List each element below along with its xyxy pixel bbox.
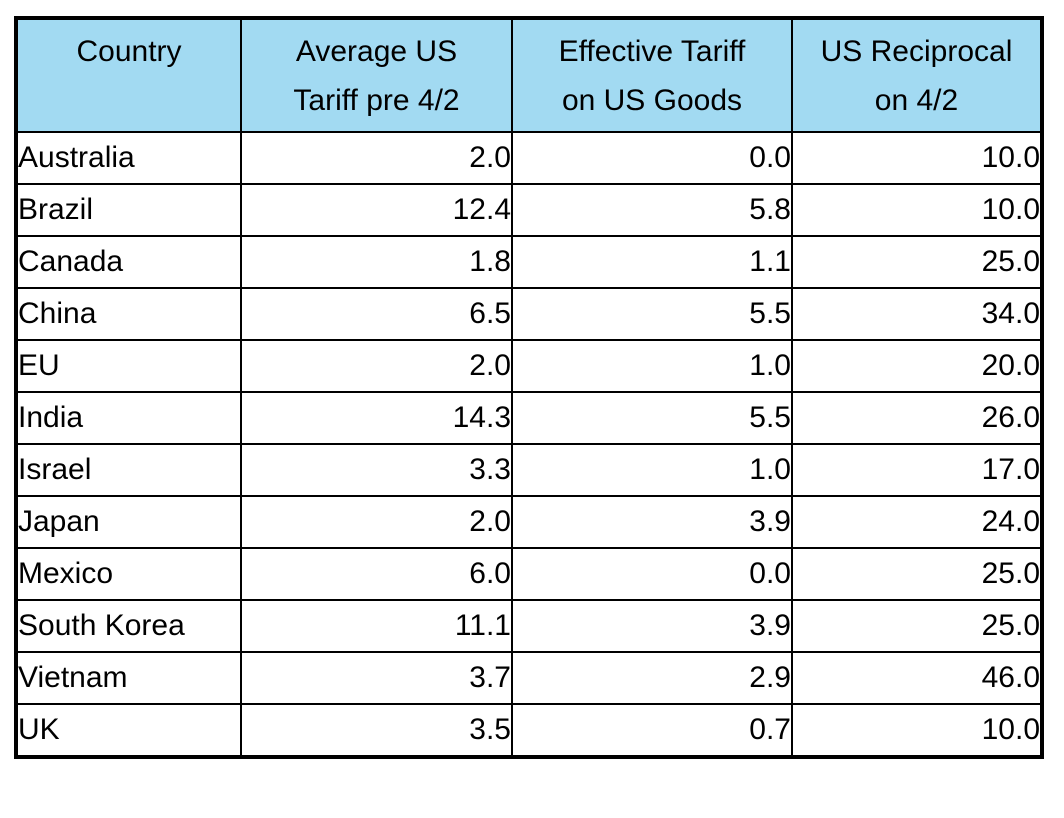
table-row: India 14.3 5.5 26.0 — [15, 391, 1043, 445]
table-row: China 6.5 5.5 34.0 — [15, 287, 1043, 341]
country-cell: Australia — [15, 131, 242, 185]
header-pre-line1: Average US — [295, 34, 458, 68]
pre-tariff-cell: 2.0 — [240, 131, 513, 185]
pre-tariff-cell: 12.4 — [240, 183, 513, 237]
header-reciprocal-line1: US Reciprocal — [820, 34, 1013, 68]
effective-tariff-cell: 2.9 — [511, 651, 793, 705]
effective-tariff-cell: 0.0 — [511, 131, 793, 185]
table-header: Country Average US Tariff pre 4/2 Effect… — [15, 17, 1043, 133]
table-row: Vietnam 3.7 2.9 46.0 — [15, 651, 1043, 705]
table-row: Canada 1.8 1.1 25.0 — [15, 235, 1043, 289]
effective-tariff-cell: 5.5 — [511, 287, 793, 341]
country-cell: Japan — [15, 495, 242, 549]
country-cell: Israel — [15, 443, 242, 497]
reciprocal-cell: 24.0 — [791, 495, 1043, 549]
country-cell: China — [15, 287, 242, 341]
country-cell: UK — [15, 703, 242, 758]
effective-tariff-cell: 1.1 — [511, 235, 793, 289]
header-effective-line2: on US Goods — [561, 83, 743, 117]
table-row: EU 2.0 1.0 20.0 — [15, 339, 1043, 393]
header-pre-line2: Tariff pre 4/2 — [293, 83, 460, 117]
pre-tariff-cell: 3.5 — [240, 703, 513, 758]
header-effective-line1: Effective Tariff — [558, 34, 746, 68]
effective-tariff-cell: 1.0 — [511, 339, 793, 393]
tariff-table-container: Country Average US Tariff pre 4/2 Effect… — [14, 16, 1044, 759]
reciprocal-cell: 25.0 — [791, 235, 1043, 289]
reciprocal-cell: 10.0 — [791, 131, 1043, 185]
reciprocal-cell: 25.0 — [791, 547, 1043, 601]
effective-tariff-cell: 3.9 — [511, 495, 793, 549]
reciprocal-cell: 10.0 — [791, 703, 1043, 758]
pre-tariff-cell: 1.8 — [240, 235, 513, 289]
table-row: South Korea 11.1 3.9 25.0 — [15, 599, 1043, 653]
tariff-table: Country Average US Tariff pre 4/2 Effect… — [14, 16, 1044, 759]
effective-tariff-cell: 1.0 — [511, 443, 793, 497]
country-cell: Vietnam — [15, 651, 242, 705]
country-cell: India — [15, 391, 242, 445]
table-row: Australia 2.0 0.0 10.0 — [15, 131, 1043, 185]
header-cell-reciprocal: US Reciprocal on 4/2 — [791, 17, 1043, 133]
reciprocal-cell: 25.0 — [791, 599, 1043, 653]
country-cell: Mexico — [15, 547, 242, 601]
effective-tariff-cell: 0.0 — [511, 547, 793, 601]
table-row: Brazil 12.4 5.8 10.0 — [15, 183, 1043, 237]
header-cell-effective-tariff: Effective Tariff on US Goods — [511, 17, 793, 133]
pre-tariff-cell: 2.0 — [240, 495, 513, 549]
reciprocal-cell: 26.0 — [791, 391, 1043, 445]
header-country-line1: Country — [76, 34, 182, 68]
country-cell: Brazil — [15, 183, 242, 237]
effective-tariff-cell: 5.8 — [511, 183, 793, 237]
header-reciprocal-line2: on 4/2 — [874, 83, 959, 117]
country-cell: South Korea — [15, 599, 242, 653]
table-body: Australia 2.0 0.0 10.0 Brazil 12.4 5.8 1… — [15, 131, 1043, 758]
pre-tariff-cell: 6.5 — [240, 287, 513, 341]
reciprocal-cell: 17.0 — [791, 443, 1043, 497]
table-row: Israel 3.3 1.0 17.0 — [15, 443, 1043, 497]
pre-tariff-cell: 3.3 — [240, 443, 513, 497]
header-cell-pre-tariff: Average US Tariff pre 4/2 — [240, 17, 513, 133]
reciprocal-cell: 10.0 — [791, 183, 1043, 237]
table-row: UK 3.5 0.7 10.0 — [15, 703, 1043, 758]
table-row: Mexico 6.0 0.0 25.0 — [15, 547, 1043, 601]
pre-tariff-cell: 2.0 — [240, 339, 513, 393]
country-cell: EU — [15, 339, 242, 393]
header-cell-country: Country — [15, 17, 242, 133]
pre-tariff-cell: 11.1 — [240, 599, 513, 653]
table-row: Japan 2.0 3.9 24.0 — [15, 495, 1043, 549]
reciprocal-cell: 46.0 — [791, 651, 1043, 705]
reciprocal-cell: 34.0 — [791, 287, 1043, 341]
pre-tariff-cell: 6.0 — [240, 547, 513, 601]
header-row: Country Average US Tariff pre 4/2 Effect… — [15, 17, 1043, 133]
reciprocal-cell: 20.0 — [791, 339, 1043, 393]
pre-tariff-cell: 3.7 — [240, 651, 513, 705]
effective-tariff-cell: 5.5 — [511, 391, 793, 445]
effective-tariff-cell: 0.7 — [511, 703, 793, 758]
country-cell: Canada — [15, 235, 242, 289]
pre-tariff-cell: 14.3 — [240, 391, 513, 445]
effective-tariff-cell: 3.9 — [511, 599, 793, 653]
